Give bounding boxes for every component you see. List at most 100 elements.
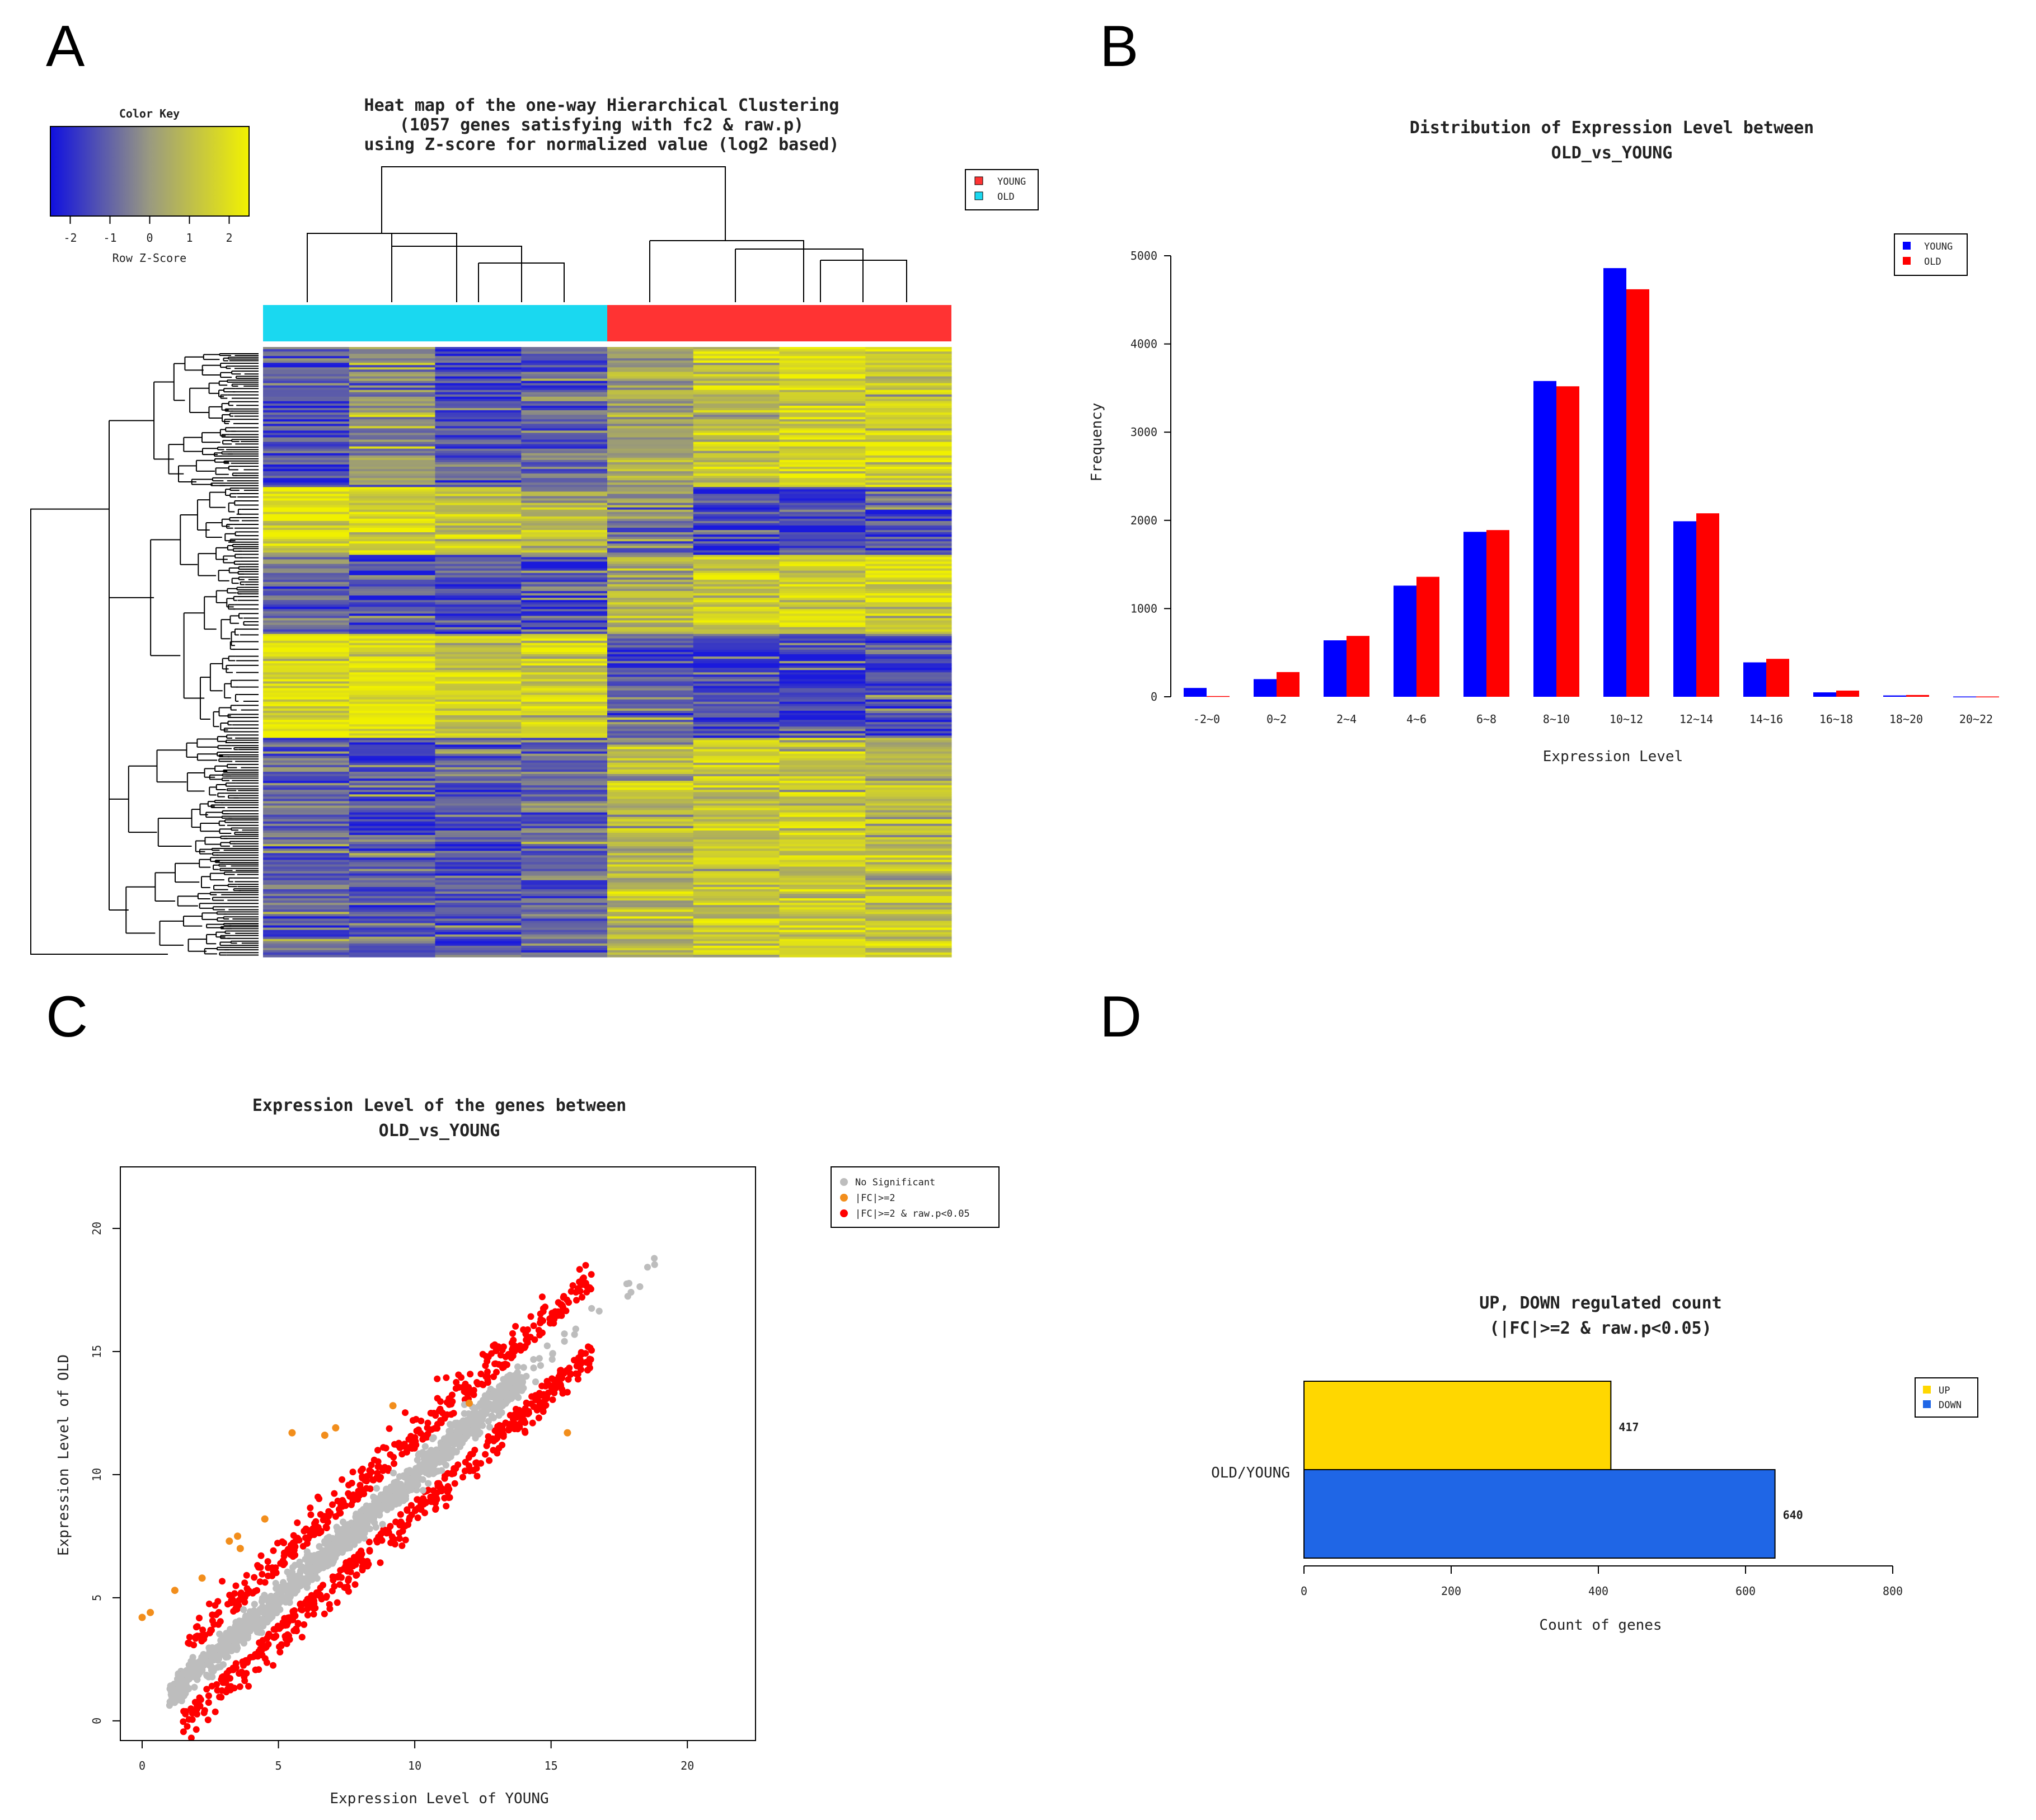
heatmap-cell xyxy=(349,819,436,822)
heatmap-cell xyxy=(779,453,866,456)
heatmap-cell xyxy=(263,489,350,492)
heatmap-cell xyxy=(435,446,522,449)
heatmap-cell xyxy=(435,534,522,537)
heatmap-cell xyxy=(521,514,608,517)
heatmap-cell xyxy=(521,733,608,736)
heatmap-cell xyxy=(693,862,780,865)
heatmap-cell xyxy=(693,853,780,856)
heatmap-cell xyxy=(521,347,608,350)
heatmap-cell xyxy=(779,405,866,409)
heatmap-cell xyxy=(865,507,952,510)
scatter-point-significant xyxy=(356,1481,364,1489)
heatmap-cell xyxy=(865,412,952,415)
heatmap-cell xyxy=(435,720,522,723)
heatmap-cell xyxy=(263,430,350,434)
heatmap-cell xyxy=(607,518,694,522)
heatmap-cell xyxy=(779,367,866,370)
heatmap-cell xyxy=(521,598,608,601)
heatmap-cell xyxy=(607,446,694,449)
heatmap-cell xyxy=(865,823,952,827)
heatmap-cell xyxy=(693,690,780,693)
heatmap-cell xyxy=(263,577,350,580)
heatmap-cell xyxy=(693,516,780,519)
heatmap-cell xyxy=(607,419,694,422)
heatmap-cell xyxy=(349,383,436,386)
heatmap-cell xyxy=(521,830,608,833)
heatmap-cell xyxy=(779,459,866,463)
heatmap-cell xyxy=(263,778,350,781)
heatmap-cell xyxy=(607,939,694,942)
heatmap-cell xyxy=(607,916,694,919)
heatmap-cell xyxy=(521,512,608,515)
heatmap-cell xyxy=(349,683,436,687)
heatmap-cell xyxy=(693,588,780,592)
heatmap-cell xyxy=(779,918,866,922)
heatmap-cell xyxy=(865,645,952,648)
heatmap-cell xyxy=(263,455,350,458)
heatmap-cell xyxy=(865,415,952,418)
heatmap-cell xyxy=(693,925,780,928)
heatmap-cell xyxy=(435,659,522,662)
heatmap-cell xyxy=(435,934,522,937)
heatmap-cell xyxy=(435,527,522,531)
scatter-point-significant xyxy=(517,1419,524,1427)
heatmap-cell xyxy=(779,541,866,544)
heatmap-cell xyxy=(435,543,522,546)
heatmap-cell xyxy=(521,912,608,914)
heatmap-cell xyxy=(865,369,952,373)
scatter-point-significant xyxy=(407,1502,415,1509)
heatmap-cell xyxy=(607,387,694,391)
heatmap-cell xyxy=(435,871,522,874)
heatmap-cell xyxy=(435,546,522,548)
heatmap-cell xyxy=(435,738,522,741)
heatmap-cell xyxy=(521,448,608,452)
heatmap-cell xyxy=(693,760,780,763)
heatmap-cell xyxy=(263,469,350,472)
heatmap-cell xyxy=(521,681,608,684)
heatmap-cell xyxy=(607,688,694,691)
heatmap-cell xyxy=(693,918,780,922)
heatmap-cell xyxy=(779,593,866,596)
heatmap-cell xyxy=(435,369,522,373)
heatmap-cell xyxy=(693,787,780,790)
heatmap-cell xyxy=(349,385,436,388)
heatmap-cell xyxy=(607,462,694,465)
heatmap-cell xyxy=(263,837,350,840)
heatmap-cell xyxy=(693,769,780,772)
scatter-point-significant xyxy=(236,1683,243,1690)
heatmap-cell xyxy=(263,374,350,377)
scatter-point-significant xyxy=(396,1444,404,1451)
heatmap-cell xyxy=(865,652,952,655)
heatmap-cell xyxy=(263,539,350,542)
scatter-point-significant xyxy=(265,1564,272,1572)
heatmap-cell xyxy=(607,713,694,716)
heatmap-cell xyxy=(693,593,780,596)
heatmap-cell xyxy=(865,846,952,849)
heatmap-cell xyxy=(263,950,350,953)
heatmap-cell xyxy=(865,656,952,659)
heatmap-cell xyxy=(435,581,522,585)
heatmap-cell xyxy=(521,842,608,845)
heatmap-cell xyxy=(865,893,952,897)
heatmap-cell xyxy=(435,381,522,384)
heatmap-cell xyxy=(349,514,436,517)
heatmap-cell xyxy=(263,439,350,443)
heatmap-cell xyxy=(779,857,866,861)
heatmap-cell xyxy=(521,539,608,542)
heatmap-cell xyxy=(607,882,694,885)
heatmap-cell xyxy=(263,674,350,678)
heatmap-cell xyxy=(521,555,608,558)
heatmap-cell xyxy=(607,410,694,413)
heatmap-cell xyxy=(521,602,608,605)
heatmap-cell xyxy=(693,577,780,580)
heatmap-cell xyxy=(263,405,350,409)
heatmap-cell xyxy=(865,792,952,795)
heatmap-cell xyxy=(607,947,694,951)
heatmap-cell xyxy=(693,812,780,815)
panel-label-b: B xyxy=(1100,14,1138,79)
heatmap-cell xyxy=(865,354,952,357)
heatmap-cell xyxy=(779,518,866,522)
heatmap-cell xyxy=(435,595,522,598)
scatter-point-significant xyxy=(311,1597,318,1605)
heatmap-cell xyxy=(349,703,436,707)
